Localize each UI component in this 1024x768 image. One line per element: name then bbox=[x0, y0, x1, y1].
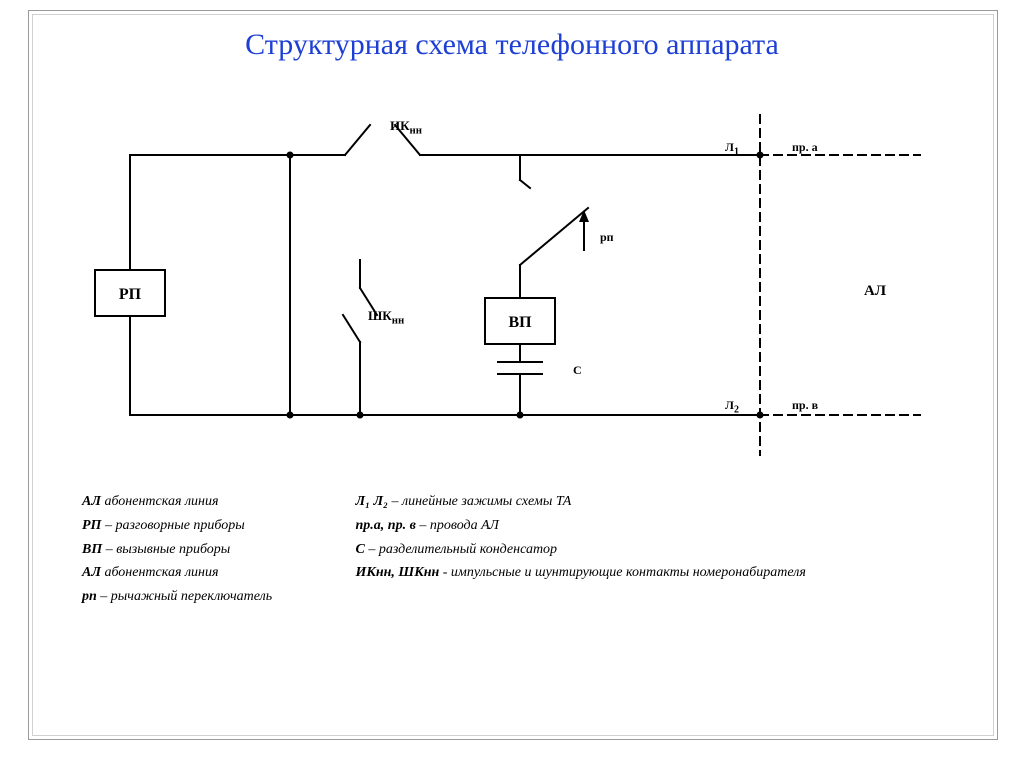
legend: АЛ абонентская линия РП – разговорные пр… bbox=[82, 490, 962, 609]
rp-box-label: РП bbox=[119, 286, 142, 303]
label-shknn: ШКнн bbox=[368, 308, 404, 327]
label-al: АЛ bbox=[864, 283, 886, 300]
legend-right-col: Л₁ Л₂ – линейные зажимы схемы ТА пр.а, п… bbox=[356, 490, 916, 585]
label-rp-switch: рп bbox=[600, 230, 614, 245]
legend-left-col: АЛ абонентская линия РП – разговорные пр… bbox=[82, 490, 342, 609]
schematic-diagram: РП ВП bbox=[60, 110, 960, 470]
label-prv: пр. в bbox=[792, 398, 818, 413]
label-l2: Л2 bbox=[725, 398, 739, 415]
label-pra: пр. а bbox=[792, 140, 818, 155]
label-c: С bbox=[573, 363, 582, 378]
page-title: Структурная схема телефонного аппарата bbox=[0, 28, 1024, 62]
label-l1: Л1 bbox=[725, 140, 739, 157]
vp-box-label: ВП bbox=[508, 314, 532, 331]
label-iknn: ИКнн bbox=[390, 118, 422, 137]
